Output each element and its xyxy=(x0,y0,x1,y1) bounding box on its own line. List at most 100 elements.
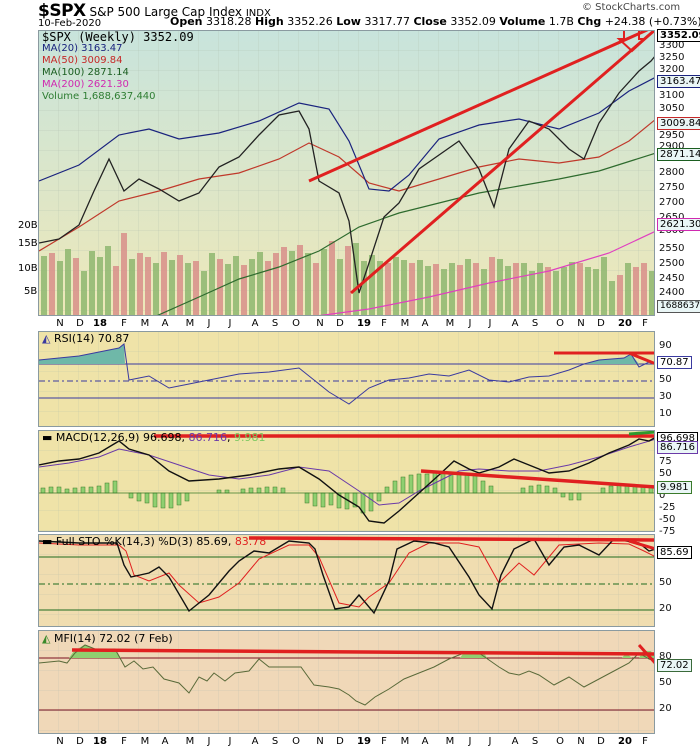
ma50-tag: 3009.84 xyxy=(657,117,700,130)
sto-panel xyxy=(38,534,655,627)
y-tick: 50 xyxy=(659,677,672,688)
macd-chart xyxy=(39,431,654,531)
ma100-tag: 2871.14 xyxy=(657,148,700,161)
y-tick: 50 xyxy=(659,577,672,588)
x-tick: J xyxy=(228,736,232,747)
price-legend: $SPX (Weekly) 3352.09 MA(20) 3163.47 MA(… xyxy=(42,31,194,103)
ma200-line xyxy=(319,231,654,315)
mfi-legend-text: MFI(14) 72.02 (7 Feb) xyxy=(53,632,173,645)
x-tick: D xyxy=(76,736,84,747)
high-value: 3352.26 xyxy=(287,15,333,28)
x-tick: M xyxy=(185,318,195,329)
trendline-lower xyxy=(350,31,654,295)
chart-title: $SPX S&P 500 Large Cap Index INDX xyxy=(38,1,271,21)
x-tick: N xyxy=(316,318,324,329)
x-tick: S xyxy=(531,318,539,329)
vol-tick-20b: 20B xyxy=(18,220,38,231)
vol-tick-15b: 15B xyxy=(18,238,38,249)
legend-ma50: MA(50) 3009.84 xyxy=(42,55,123,66)
volume-label: Volume xyxy=(499,15,546,28)
macd-legend: ▬ MACD(12,26,9) 96.698, 86.716, 9.981 xyxy=(42,431,266,444)
volume-bars xyxy=(41,233,654,315)
y-tick: 20 xyxy=(659,703,672,714)
x-tick: F xyxy=(121,318,127,329)
x-tick: D xyxy=(336,736,344,747)
sto-chart xyxy=(39,535,654,626)
close-label: Close xyxy=(413,15,447,28)
x-tick: M xyxy=(185,736,195,747)
y-tick: 10 xyxy=(659,408,672,419)
volume-tag: 1688637 xyxy=(657,300,700,313)
ma20-line xyxy=(39,77,654,192)
sto-legend-title: Full STO %K(14,3) %D(3) xyxy=(55,535,193,548)
mfi-panel xyxy=(38,630,655,734)
x-tick-year: 18 xyxy=(93,318,107,329)
sto-tag: 85.69 xyxy=(657,546,692,559)
chg-label: Chg xyxy=(577,15,602,28)
symbol: $SPX xyxy=(38,1,86,21)
index-name: S&P 500 Large Cap Index xyxy=(89,5,242,19)
y-tick: -75 xyxy=(659,526,676,537)
x-tick: J xyxy=(488,736,492,747)
x-tick: J xyxy=(207,318,211,329)
x-axis-bottom: N D 18 F M A M J J A S O N D 19 F M A M … xyxy=(38,736,655,748)
rsi-panel xyxy=(38,331,655,427)
x-tick: O xyxy=(292,318,300,329)
rsi-chart xyxy=(39,332,654,426)
mfi-line xyxy=(39,644,654,706)
mfi-icon: ◭ xyxy=(42,632,51,645)
x-tick: D xyxy=(597,736,605,747)
ma50-line xyxy=(39,119,654,252)
x-tick: J xyxy=(468,736,472,747)
x-tick: O xyxy=(556,736,564,747)
x-tick: M xyxy=(400,736,410,747)
sto-legend-k: 85.69 xyxy=(196,535,228,548)
legend-ma20: MA(20) 3163.47 xyxy=(42,43,123,54)
down-arrow-annotation xyxy=(616,31,648,53)
y-tick: 2550 xyxy=(659,243,685,254)
macd-legend-dash: ▬ xyxy=(42,431,53,444)
legend-price: $SPX (Weekly) 3352.09 xyxy=(42,30,194,44)
mfi-chart xyxy=(39,631,654,733)
y-tick: 2900 xyxy=(659,141,685,152)
x-tick: A xyxy=(421,318,429,329)
sto-legend: ▬ Full STO %K(14,3) %D(3) 85.69, 83.78 xyxy=(42,535,267,548)
x-tick: A xyxy=(161,736,169,747)
vol-tick-5b: 5B xyxy=(24,286,38,297)
chart-date: 10-Feb-2020 xyxy=(38,18,102,29)
x-tick: O xyxy=(292,736,300,747)
vol-tick-10b: 10B xyxy=(18,263,38,274)
rsi-legend: ◭ RSI(14) 70.87 xyxy=(42,333,129,345)
open-value: 3318.28 xyxy=(206,15,252,28)
y-tick: 2800 xyxy=(659,167,685,178)
macd-legend-title: MACD(12,26,9) xyxy=(55,431,140,444)
x-tick: D xyxy=(336,318,344,329)
high-label: High xyxy=(255,15,284,28)
x-tick: N xyxy=(316,736,324,747)
mfi-legend: ◭ MFI(14) 72.02 (7 Feb) xyxy=(42,633,173,645)
x-tick: D xyxy=(597,318,605,329)
macd-legend-value: 96.698 xyxy=(142,431,182,444)
x-tick: A xyxy=(511,318,519,329)
ma200-tag: 2621.30 xyxy=(657,218,700,231)
y-tick: 2450 xyxy=(659,273,685,284)
open-label: Open xyxy=(170,15,203,28)
rsi-tag: 70.87 xyxy=(657,356,692,369)
sto-legend-d: 83.78 xyxy=(234,535,267,548)
x-tick: J xyxy=(468,318,472,329)
y-tick: 80 xyxy=(659,651,672,662)
y-tick: 20 xyxy=(659,603,672,614)
x-tick: N xyxy=(56,736,64,747)
sto-legend-dash: ▬ xyxy=(42,535,53,548)
y-tick: 50 xyxy=(659,374,672,385)
close-value: 3352.09 xyxy=(450,15,496,28)
y-tick: 0 xyxy=(659,490,666,501)
x-tick: A xyxy=(251,736,259,747)
x-tick: M xyxy=(140,736,150,747)
x-tick: S xyxy=(271,318,279,329)
x-axis-top: N D 18 F M A M J J A S O N D 19 F M A M … xyxy=(38,318,655,330)
macd-legend-signal: 86.716 xyxy=(188,431,227,444)
x-tick: M xyxy=(400,318,410,329)
legend-ma200: MA(200) 2621.30 xyxy=(42,79,129,90)
y-tick: -50 xyxy=(659,514,676,525)
